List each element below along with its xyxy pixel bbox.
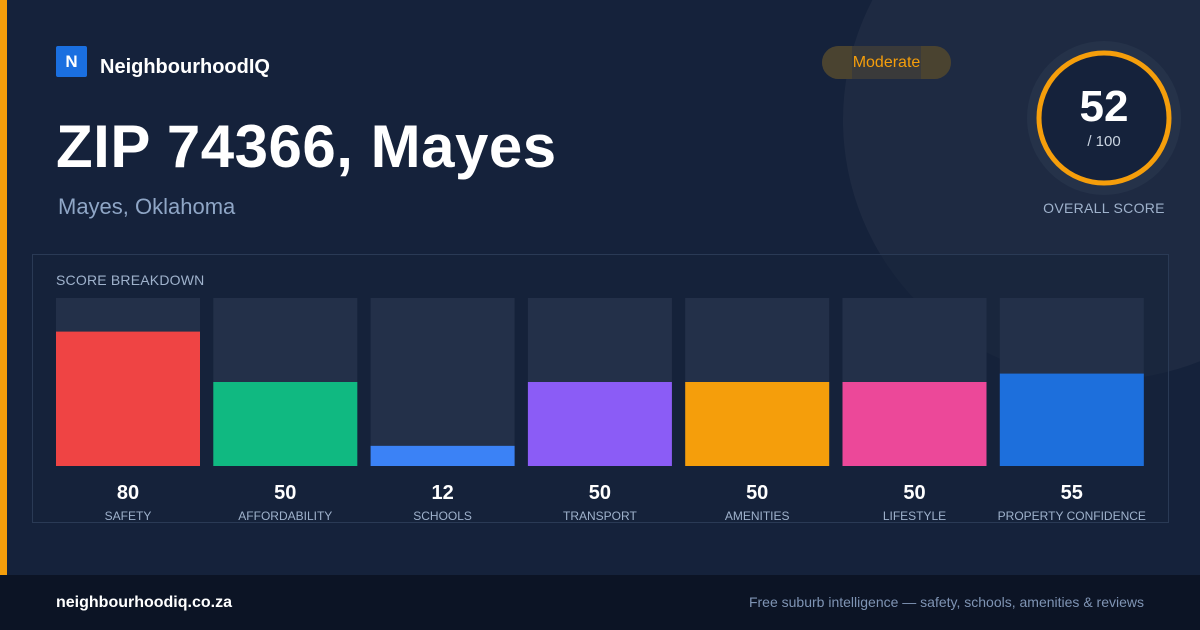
score-breakdown-title: SCORE BREAKDOWN: [56, 272, 205, 288]
rating-badge-label: Moderate: [852, 53, 921, 71]
overall-score-max: / 100: [1087, 133, 1121, 150]
bar-value-label: 50: [274, 482, 296, 504]
brand-name: NeighbourhoodIQ: [100, 56, 270, 78]
bar-category-label: LIFESTYLE: [883, 509, 946, 523]
score-breakdown-chart: 80 SAFETY 50 AFFORDABILITY 12 SCHOOLS 50 TRANSP…: [56, 298, 1146, 523]
footer-url[interactable]: neighbourhoodiq.co.za: [56, 594, 232, 611]
bar-value-label: 12: [431, 482, 453, 504]
bar-property-confidence: [999, 373, 1144, 466]
bar-category-label: AFFORDABILITY: [238, 509, 332, 523]
bar-transport: [527, 382, 672, 466]
footer: [0, 575, 1200, 630]
rating-badge: Moderate: [822, 46, 951, 79]
accent-bar: [0, 0, 7, 575]
bar-safety: [56, 331, 200, 466]
bar-value-label: 50: [589, 482, 611, 504]
bar-category-label: AMENITIES: [725, 509, 790, 523]
bar-value-label: 50: [903, 482, 925, 504]
page-subtitle: Mayes, Oklahoma: [58, 194, 236, 219]
overall-score-label: OVERALL SCORE: [1043, 200, 1165, 216]
bar-value-label: 50: [746, 482, 768, 504]
bar-category-label: PROPERTY CONFIDENCE: [998, 509, 1146, 523]
bar-value-label: 80: [117, 482, 139, 504]
overall-score-value: 52: [1079, 82, 1129, 131]
bar-category-label: TRANSPORT: [563, 509, 637, 523]
bar-schools: [370, 445, 515, 466]
bar-lifestyle: [842, 382, 987, 466]
bar-value-label: 55: [1061, 482, 1083, 504]
brand-logo-icon: N: [56, 46, 87, 77]
bar-affordability: [213, 382, 358, 466]
overall-score-ring: [1027, 41, 1181, 195]
footer-tagline: Free suburb intelligence — safety, schoo…: [748, 594, 1144, 610]
bar-category-label: SCHOOLS: [413, 509, 472, 523]
page-title: ZIP 74366, Mayes: [56, 113, 557, 180]
bar-amenities: [685, 382, 830, 466]
bar-track: [370, 298, 515, 466]
bar-category-label: SAFETY: [105, 509, 152, 523]
